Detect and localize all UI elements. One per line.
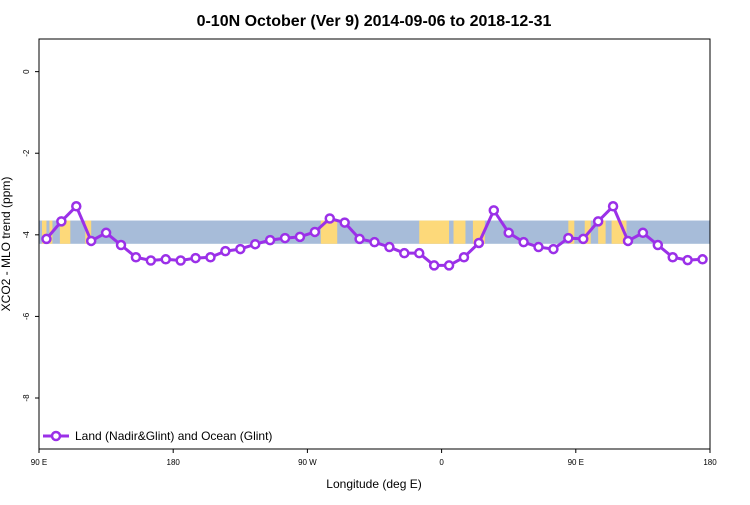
land-segment <box>568 220 575 244</box>
data-point <box>443 260 455 271</box>
data-point <box>190 252 201 264</box>
x-axis-label: Longitude (deg E) <box>326 477 421 491</box>
data-point <box>205 252 216 263</box>
ocean-band <box>39 220 710 244</box>
data-point <box>249 238 261 250</box>
data-point <box>41 233 52 245</box>
y-tick-label: -2 <box>22 149 31 157</box>
legend: Land (Nadir&Glint) and Ocean (Glint) <box>43 429 272 443</box>
data-point <box>369 236 380 248</box>
data-point <box>622 235 634 247</box>
data-point <box>488 205 500 216</box>
land-segment <box>320 220 338 244</box>
land-segment <box>419 220 450 244</box>
data-point <box>652 239 664 251</box>
data-point <box>592 216 604 227</box>
y-axis: 0 -2 -4 -6 -8 <box>22 69 39 402</box>
data-point <box>220 245 231 257</box>
chart-title: 0-10N October (Ver 9) 2014-09-06 to 2018… <box>197 13 552 30</box>
data-point <box>235 243 246 255</box>
series-layer <box>41 201 708 271</box>
data-point <box>264 234 276 246</box>
legend-label: Land (Nadir&Glint) and Ocean (Glint) <box>75 429 272 443</box>
data-point <box>428 260 440 271</box>
plot-frame <box>38 38 711 450</box>
data-point <box>458 252 470 263</box>
x-tick-label: 90 W <box>298 458 317 467</box>
x-tick-label: 180 <box>167 458 181 467</box>
data-point <box>578 233 589 245</box>
data-point <box>309 226 321 238</box>
y-tick-label: -4 <box>22 231 31 239</box>
data-point <box>279 232 291 244</box>
data-point <box>145 255 157 266</box>
data-point <box>354 233 365 245</box>
data-point <box>175 255 186 266</box>
land-segment <box>472 220 485 244</box>
x-tick-label: 0 <box>439 458 444 467</box>
x-tick-label: 90 E <box>31 458 47 467</box>
y-tick-label: -8 <box>22 394 31 402</box>
data-point <box>115 239 127 251</box>
data-point <box>384 241 395 253</box>
data-point <box>85 235 97 247</box>
data-point <box>637 227 649 239</box>
data-point <box>682 254 693 266</box>
y-tick-label: 0 <box>22 69 31 74</box>
y-axis-label: XCO2 - MLO trend (ppm) <box>0 177 13 312</box>
data-point <box>697 254 708 265</box>
data-point <box>563 232 574 244</box>
data-point <box>607 201 619 212</box>
data-point <box>56 216 67 227</box>
land-segment <box>453 220 466 244</box>
data-point <box>473 237 485 249</box>
land-segment <box>59 220 71 244</box>
data-point <box>399 247 410 259</box>
x-tick-label: 90 E <box>568 458 584 467</box>
y-tick-label: -6 <box>22 312 31 320</box>
data-point <box>548 243 559 255</box>
x-tick-label: 180 <box>703 458 717 467</box>
legend-marker-swatch <box>50 430 62 442</box>
land-segment <box>598 220 606 244</box>
data-point <box>71 201 82 212</box>
data-point <box>324 213 336 224</box>
land-segment <box>41 220 47 244</box>
data-point <box>667 252 678 263</box>
surface-band <box>39 220 710 244</box>
data-point <box>533 241 544 253</box>
data-point <box>339 217 350 228</box>
data-point <box>413 247 425 259</box>
data-point <box>100 227 112 239</box>
data-point <box>130 252 142 263</box>
x-axis: 90 E 180 90 W 0 90 E 180 <box>31 449 717 467</box>
data-point <box>503 227 514 239</box>
data-point <box>294 231 306 243</box>
data-point <box>518 236 529 248</box>
data-point <box>160 254 171 265</box>
